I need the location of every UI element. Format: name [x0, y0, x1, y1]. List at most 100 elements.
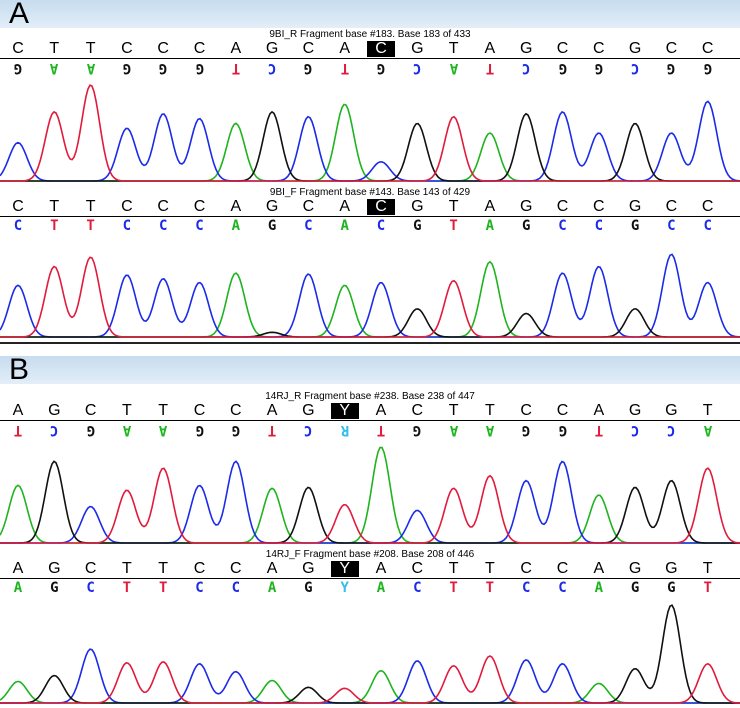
called-base: G	[630, 218, 640, 234]
called-base: C	[630, 60, 640, 76]
reference-base: T	[49, 40, 60, 57]
called-base: C	[413, 580, 422, 596]
reference-base: G	[48, 402, 61, 419]
called-base: A	[50, 60, 59, 76]
reference-base: T	[448, 402, 459, 419]
reference-base: T	[485, 560, 495, 577]
called-base: C	[50, 422, 59, 438]
reference-base: G	[628, 40, 642, 57]
called-base: A	[340, 218, 349, 234]
reference-base: C	[701, 198, 714, 215]
reference-base: C	[701, 40, 714, 57]
reference-base: C	[230, 402, 242, 419]
reference-base: A	[12, 402, 24, 419]
called-base: T	[376, 422, 386, 438]
called-base: G	[376, 60, 386, 76]
reference-base: C	[556, 40, 569, 57]
called-base: G	[86, 422, 95, 438]
called-base: G	[50, 580, 59, 596]
reference-base: G	[519, 40, 533, 57]
reference-base: T	[485, 402, 495, 419]
called-base: G	[667, 580, 676, 596]
reference-base: C	[121, 198, 133, 215]
called-base: C	[195, 218, 204, 234]
called-base: T	[449, 218, 458, 234]
reference-base: C	[556, 198, 569, 215]
chromatogram	[0, 84, 740, 182]
called-base: T	[449, 580, 458, 596]
called-base: C	[667, 422, 676, 438]
reference-base: C	[665, 198, 678, 215]
called-base: T	[13, 422, 23, 438]
reference-base: A	[593, 402, 605, 419]
reference-base: G	[665, 402, 678, 419]
called-base: A	[449, 422, 458, 438]
reference-base: T	[702, 402, 713, 419]
reference-base: C	[593, 40, 605, 57]
called-base: A	[376, 580, 386, 596]
trace-14rj-r: 14RJ_R Fragment base #238. Base 238 of 4…	[0, 390, 740, 548]
called-base: G	[304, 60, 313, 76]
called-base: T	[158, 580, 168, 596]
reference-base: C	[193, 560, 206, 577]
called-base: G	[558, 60, 567, 76]
called-base: T	[50, 218, 59, 234]
reference-base: C	[84, 402, 97, 419]
called-base: C	[267, 60, 277, 76]
called-base: G	[122, 60, 132, 76]
called-base: T	[703, 580, 712, 596]
reference-base: C	[556, 402, 569, 419]
reference-base: C	[121, 40, 133, 57]
reference-base: A	[266, 402, 278, 419]
called-base: G	[521, 218, 531, 234]
panel-a-letter: A	[9, 0, 30, 30]
called-base: G	[195, 60, 204, 76]
base-separator-line	[0, 58, 740, 59]
called-base: C	[521, 60, 531, 76]
called-base: G	[521, 422, 531, 438]
reference-base: C	[593, 198, 605, 215]
reference-base: A	[484, 40, 496, 57]
reference-base: C	[12, 40, 24, 57]
called-base: G	[195, 422, 204, 438]
reference-base: C	[520, 560, 532, 577]
reference-base: A	[375, 402, 387, 419]
reference-base: G	[665, 560, 678, 577]
called-base: T	[485, 580, 495, 596]
chromatogram	[0, 253, 740, 338]
reference-base: G	[411, 40, 424, 57]
called-base: G	[231, 422, 241, 438]
called-base: G	[304, 580, 313, 596]
trace-curve-c	[0, 253, 740, 338]
reference-base: T	[448, 40, 459, 57]
trace-9bi-r: 9BI_R Fragment base #183. Base 183 of 43…	[0, 28, 740, 186]
reference-base: T	[448, 198, 459, 215]
trace-title: 14RJ_F Fragment base #208. Base 208 of 4…	[265, 549, 475, 560]
reference-base: C	[665, 40, 678, 57]
reference-base: C	[411, 560, 424, 577]
trace-14rj-f: 14RJ_F Fragment base #208. Base 208 of 4…	[0, 548, 740, 708]
panel-a-bottom-rule	[0, 342, 740, 344]
reference-base: G	[265, 198, 279, 215]
called-base: T	[340, 60, 349, 76]
called-base: G	[558, 422, 567, 438]
reference-base-highlighted: Y	[330, 561, 359, 577]
called-base: C	[376, 218, 386, 234]
called-base: C	[630, 422, 640, 438]
called-base: G	[413, 218, 422, 234]
reference-base: A	[375, 560, 387, 577]
called-base: C	[304, 218, 313, 234]
reference-base: C	[302, 198, 315, 215]
reference-base: A	[339, 40, 351, 57]
reference-base: G	[302, 560, 315, 577]
chromatogram	[0, 604, 740, 704]
called-base: G	[594, 60, 604, 76]
reference-base: A	[230, 198, 242, 215]
reference-base: C	[84, 560, 97, 577]
called-base: T	[122, 580, 132, 596]
base-separator-line	[0, 420, 740, 421]
reference-base: A	[593, 560, 605, 577]
called-base: G	[667, 60, 676, 76]
called-base: C	[195, 580, 204, 596]
reference-base: C	[556, 560, 569, 577]
